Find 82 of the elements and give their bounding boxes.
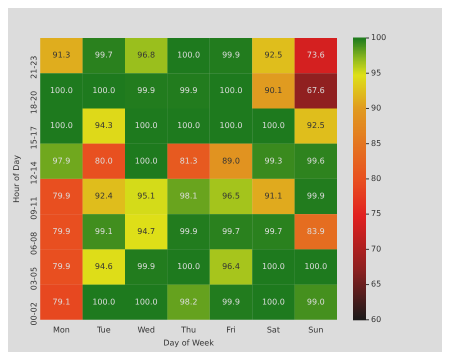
color-bar-label: 85 <box>371 138 382 148</box>
data-label: 99.3 <box>264 156 282 166</box>
data-label: 96.4 <box>222 262 240 272</box>
x-axis-title: Day of Week <box>163 338 214 348</box>
color-bar-label: 75 <box>371 209 382 218</box>
data-label: 90.1 <box>264 86 282 95</box>
data-label: 100.0 <box>50 121 73 130</box>
data-label: 92.4 <box>94 192 113 201</box>
data-label: 83.9 <box>306 226 325 236</box>
data-label: 80.0 <box>94 156 113 166</box>
data-label: 89.0 <box>222 156 240 166</box>
data-label: 79.1 <box>52 297 70 306</box>
y-tick-label: 09-11 <box>29 196 38 220</box>
x-tick-label: Thu <box>180 326 196 335</box>
data-label: 100.0 <box>220 86 242 95</box>
y-axis-title: Hour of Day <box>12 154 21 203</box>
data-label: 92.5 <box>264 50 282 60</box>
data-label: 99.9 <box>222 50 240 60</box>
y-tick-label: 21-23 <box>29 56 38 79</box>
data-label: 91.3 <box>52 50 70 60</box>
x-tick-label: Sun <box>308 326 324 335</box>
data-label: 98.1 <box>180 192 198 201</box>
data-label: 100.0 <box>134 297 158 306</box>
data-label: 99.9 <box>180 86 198 95</box>
data-label: 79.9 <box>52 262 70 272</box>
data-label: 96.8 <box>137 50 156 60</box>
data-label: 100.0 <box>177 262 200 272</box>
color-bar-label: 60 <box>371 314 382 324</box>
data-label: 97.9 <box>52 156 70 166</box>
data-label: 100.0 <box>262 121 285 130</box>
y-tick-label: 06-08 <box>29 232 38 255</box>
x-tick-label: Sat <box>266 326 280 335</box>
data-label: 99.6 <box>306 156 325 166</box>
data-label: 99.9 <box>222 297 240 306</box>
data-label: 98.2 <box>180 297 198 306</box>
color-bar-label: 70 <box>371 244 382 254</box>
color-bar-label: 95 <box>371 68 382 78</box>
y-tick-label: 18-20 <box>29 90 38 114</box>
x-tick-label: Wed <box>137 326 155 335</box>
data-label: 100.0 <box>134 121 158 130</box>
data-label: 99.9 <box>306 192 325 201</box>
data-label: 100.0 <box>50 86 73 95</box>
data-label: 92.5 <box>306 121 325 130</box>
data-label: 99.9 <box>137 262 156 272</box>
x-tick-label: Mon <box>52 326 70 335</box>
data-label: 73.6 <box>306 50 325 60</box>
data-label: 99.7 <box>222 226 240 236</box>
data-label: 99.0 <box>306 297 325 306</box>
data-label: 94.3 <box>94 121 113 130</box>
data-label: 94.6 <box>94 262 113 272</box>
y-tick-label: 03-05 <box>29 266 38 290</box>
x-tick-label: Tue <box>96 326 111 335</box>
x-tick-label: Fri <box>226 326 236 335</box>
y-tick-label: 12-14 <box>29 161 38 185</box>
data-label: 100.0 <box>134 156 158 166</box>
color-bar-label: 80 <box>371 174 382 183</box>
data-label: 100.0 <box>262 297 285 306</box>
color-bar-label: 65 <box>371 280 382 289</box>
data-label: 67.6 <box>306 86 325 95</box>
data-label: 94.7 <box>137 226 156 236</box>
data-label: 100.0 <box>92 86 116 95</box>
data-label: 99.7 <box>94 50 113 60</box>
color-bar-label: 100 <box>371 33 386 42</box>
data-label: 96.5 <box>222 192 240 201</box>
data-label: 79.9 <box>52 226 70 236</box>
data-label: 100.0 <box>92 297 116 306</box>
data-label: 99.9 <box>137 86 156 95</box>
data-label: 81.3 <box>180 156 198 166</box>
data-label: 100.0 <box>177 50 200 60</box>
y-tick-label: 15-17 <box>29 126 38 150</box>
data-label: 95.1 <box>137 192 156 201</box>
data-label: 79.9 <box>52 192 70 201</box>
data-label: 99.9 <box>180 226 198 236</box>
color-bar-label: 90 <box>371 104 382 113</box>
data-label: 100.0 <box>262 262 285 272</box>
data-label: 100.0 <box>304 262 328 272</box>
data-label: 91.1 <box>264 192 282 201</box>
data-label: 99.7 <box>264 226 282 236</box>
data-label: 100.0 <box>177 121 200 130</box>
data-label: 99.1 <box>94 226 113 236</box>
y-tick-label: 00-02 <box>29 302 38 326</box>
data-label: 100.0 <box>220 121 242 130</box>
